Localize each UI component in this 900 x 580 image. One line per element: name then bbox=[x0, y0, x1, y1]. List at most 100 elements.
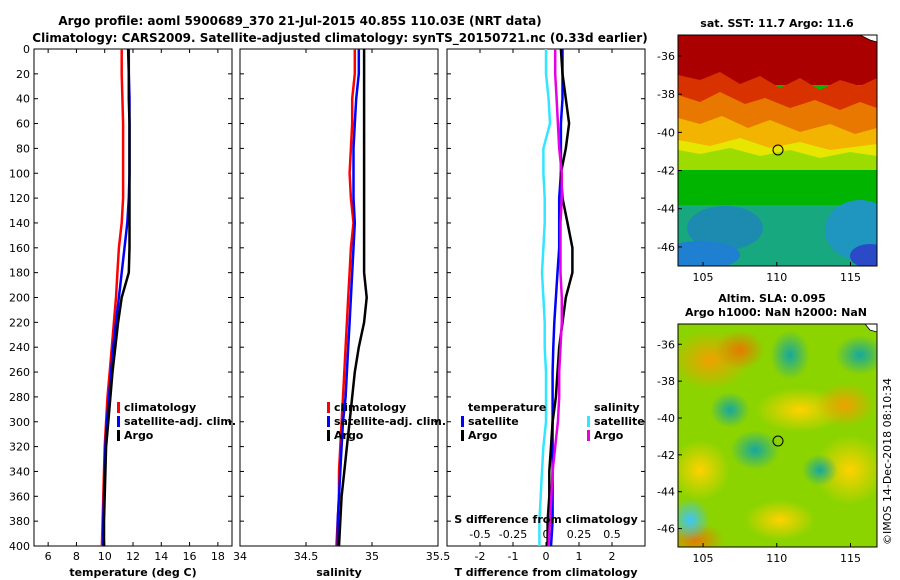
legend-swatch-satellite-adj bbox=[117, 416, 120, 427]
legend-title-temperature: temperature bbox=[468, 401, 546, 414]
legend-label-argo: Argo bbox=[334, 429, 364, 442]
sst-map-frame bbox=[677, 34, 878, 267]
temperature-xlabel: temperature (deg C) bbox=[69, 566, 196, 579]
depth-tick-label: 120 bbox=[9, 192, 30, 205]
depth-tick-label: 200 bbox=[9, 292, 30, 305]
x-tick-label: 35.5 bbox=[426, 550, 451, 563]
sla-map-panel: Altim. SLA: 0.095 Argo h1000: NaN h2000:… bbox=[657, 292, 878, 565]
depth-tick-label: 300 bbox=[9, 416, 30, 429]
s-tick-label: -0.25 bbox=[499, 528, 527, 541]
sla-argo-marker bbox=[772, 435, 784, 447]
depth-tick-label: 80 bbox=[16, 142, 30, 155]
x-tick-label: 1 bbox=[576, 550, 583, 563]
depth-tick-label: 380 bbox=[9, 515, 30, 528]
depth-axis-labels: 0 20 40 60 80 100 120 140 160 180 200 220 240 260 280 3… bbox=[9, 43, 30, 553]
depth-tick-label: 360 bbox=[9, 490, 30, 503]
x-tick-label: 16 bbox=[183, 550, 197, 563]
s-tick-label: -0.5 bbox=[469, 528, 490, 541]
depth-tick-label: 100 bbox=[9, 167, 30, 180]
legend-swatch-s-argo bbox=[587, 430, 590, 441]
sst-map-panel: sat. SST: 11.7 Argo: 11.6 105 110 115 -36 -3… bbox=[657, 17, 878, 284]
x-tick-label: 10 bbox=[98, 550, 112, 563]
map-y-tick-label: -36 bbox=[657, 50, 675, 63]
map-y-tick-label: -44 bbox=[657, 486, 675, 499]
series-line-argo bbox=[337, 49, 368, 546]
map-y-tick-label: -40 bbox=[657, 126, 675, 139]
map-x-tick-label: 105 bbox=[693, 271, 714, 284]
sla-map-subtitle: Argo h1000: NaN h2000: NaN bbox=[685, 306, 867, 319]
legend-swatch-argo bbox=[117, 430, 120, 441]
legend-label-s-argo: Argo bbox=[594, 429, 624, 442]
temperature-diff-legend: temperature satellite Argo bbox=[461, 401, 546, 442]
series-line-satellite-adj-clim- bbox=[336, 49, 361, 546]
depth-tick-label: 320 bbox=[9, 441, 30, 454]
salinity-panel: 34 34.5 35 35.5 salinity climatology satell… bbox=[233, 48, 451, 579]
map-y-tick-label: -44 bbox=[657, 203, 675, 216]
depth-tick-label: 140 bbox=[9, 217, 30, 230]
legend-swatch-climatology bbox=[117, 402, 120, 413]
series-line-t-argo bbox=[546, 49, 574, 546]
map-y-tick-label: -42 bbox=[657, 449, 675, 462]
map-y-tick-label: -36 bbox=[657, 338, 675, 351]
map-y-tick-label: -46 bbox=[657, 241, 675, 254]
legend-swatch-satellite-adj bbox=[327, 416, 330, 427]
depth-tick-label: 60 bbox=[16, 118, 30, 131]
depth-tick-label: 220 bbox=[9, 316, 30, 329]
map-x-tick-label: 110 bbox=[766, 271, 787, 284]
series-line-s-argo bbox=[547, 49, 564, 546]
depth-tick-label: 160 bbox=[9, 242, 30, 255]
temperature-axes-frame bbox=[33, 48, 233, 547]
map-y-tick-label: -38 bbox=[657, 375, 675, 388]
map-x-tick-label: 115 bbox=[840, 271, 861, 284]
legend-label-t-satellite: satellite bbox=[468, 415, 519, 428]
t-difference-xlabel: T difference from climatology bbox=[454, 566, 637, 579]
x-tick-label: 34.5 bbox=[294, 550, 319, 563]
depth-tick-label: 340 bbox=[9, 465, 30, 478]
difference-panel: -2 -1 0 1 2 -0.5 -0.25 0 0.25 0.5 T difference fr… bbox=[446, 48, 646, 579]
map-y-tick-label: -46 bbox=[657, 523, 675, 536]
temperature-panel: 6 8 10 12 14 16 18 temperature (deg C) climato… bbox=[33, 48, 236, 579]
depth-tick-label: 20 bbox=[16, 68, 30, 81]
legend-swatch-s-satellite bbox=[587, 416, 590, 427]
series-line-climatology bbox=[335, 49, 357, 546]
x-tick-label: 0 bbox=[543, 550, 550, 563]
x-tick-label: 14 bbox=[154, 550, 168, 563]
title-line-1: Argo profile: aoml 5900689_370 21-Jul-20… bbox=[58, 14, 541, 29]
legend-label-climatology: climatology bbox=[334, 401, 406, 414]
depth-tick-label: 40 bbox=[16, 93, 30, 106]
legend-label-satellite-adj: satellite-adj. clim. bbox=[334, 415, 446, 428]
credit-stamp: ©IMOS 14-Dec-2018 08:10:34 bbox=[881, 378, 894, 545]
map-x-tick-label: 115 bbox=[840, 552, 861, 565]
series-line-argo bbox=[102, 49, 131, 546]
x-tick-label: -2 bbox=[475, 550, 486, 563]
series-line-s-satellite bbox=[538, 49, 552, 546]
map-y-tick-label: -40 bbox=[657, 412, 675, 425]
salinity-diff-legend: salinity satellite Argo bbox=[587, 401, 645, 442]
sst-heatmap bbox=[678, 35, 877, 266]
depth-tick-label: 180 bbox=[9, 267, 30, 280]
s-tick-label: 0.25 bbox=[567, 528, 592, 541]
x-tick-label: 34 bbox=[233, 550, 247, 563]
legend-title-salinity: salinity bbox=[594, 401, 640, 414]
legend-label-satellite-adj: satellite-adj. clim. bbox=[124, 415, 236, 428]
x-tick-label: 2 bbox=[609, 550, 616, 563]
x-tick-label: 35 bbox=[365, 550, 379, 563]
sla-map-frame bbox=[677, 323, 878, 548]
legend-label-t-argo: Argo bbox=[468, 429, 498, 442]
legend-label-argo: Argo bbox=[124, 429, 154, 442]
legend-label-climatology: climatology bbox=[124, 401, 196, 414]
difference-axes-frame bbox=[446, 48, 646, 547]
x-tick-label: 6 bbox=[45, 550, 52, 563]
x-tick-label: 8 bbox=[73, 550, 80, 563]
legend-label-s-satellite: satellite bbox=[594, 415, 645, 428]
sla-heatmap bbox=[678, 324, 877, 547]
salinity-xlabel: salinity bbox=[316, 566, 362, 579]
x-tick-label: 12 bbox=[126, 550, 140, 563]
depth-tick-label: 0 bbox=[23, 43, 30, 56]
sst-map-title: sat. SST: 11.7 Argo: 11.6 bbox=[700, 17, 854, 30]
temperature-legend: climatology satellite-adj. clim. Argo bbox=[117, 401, 236, 442]
sst-argo-marker bbox=[772, 144, 784, 156]
depth-tick-label: 240 bbox=[9, 341, 30, 354]
map-y-tick-label: -42 bbox=[657, 165, 675, 178]
